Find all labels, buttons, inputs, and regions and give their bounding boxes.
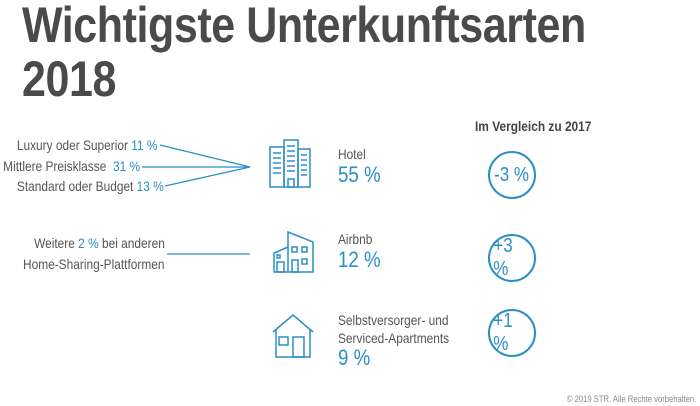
hotel-value: 55 % — [338, 162, 381, 187]
segment-budget: Standard oder Budget 13 % — [17, 178, 164, 194]
title-line-2: 2018 — [22, 51, 116, 107]
apartments-label-line2: Serviced-Apartments — [338, 330, 450, 346]
apartments-change-badge: +1 % — [488, 309, 536, 357]
hotel-change-badge: -3 % — [488, 151, 536, 199]
airbnb-label: Airbnb — [338, 231, 373, 247]
comparison-header: Im Vergleich zu 2017 — [475, 118, 592, 134]
airbnb-value: 12 % — [338, 247, 381, 272]
connector-luxury — [159, 144, 251, 168]
house-icon — [272, 314, 314, 358]
airbnb-change-badge: +3 % — [488, 234, 536, 282]
apartments-label-line1: Selbstversorger- und — [338, 312, 449, 328]
hotel-label: Hotel — [338, 146, 366, 162]
hotel-building-icon — [269, 139, 311, 188]
airbnb-note-line2: Home-Sharing-Plattformen — [23, 256, 165, 272]
modern-house-icon — [273, 230, 314, 273]
apartments-value: 9 % — [338, 345, 371, 370]
segment-midscale: Mittlere Preisklasse 31 % — [3, 158, 140, 174]
copyright: © 2019 STR. Alle Rechte vorbehalten. — [566, 394, 696, 404]
title-line-1: Wichtigste Unterkunftsarten — [22, 0, 586, 53]
connector-budget — [164, 166, 251, 187]
segment-luxury: Luxury oder Superior 11 % — [17, 137, 158, 153]
airbnb-note-line1: Weitere 2 % bei anderen — [34, 235, 165, 251]
